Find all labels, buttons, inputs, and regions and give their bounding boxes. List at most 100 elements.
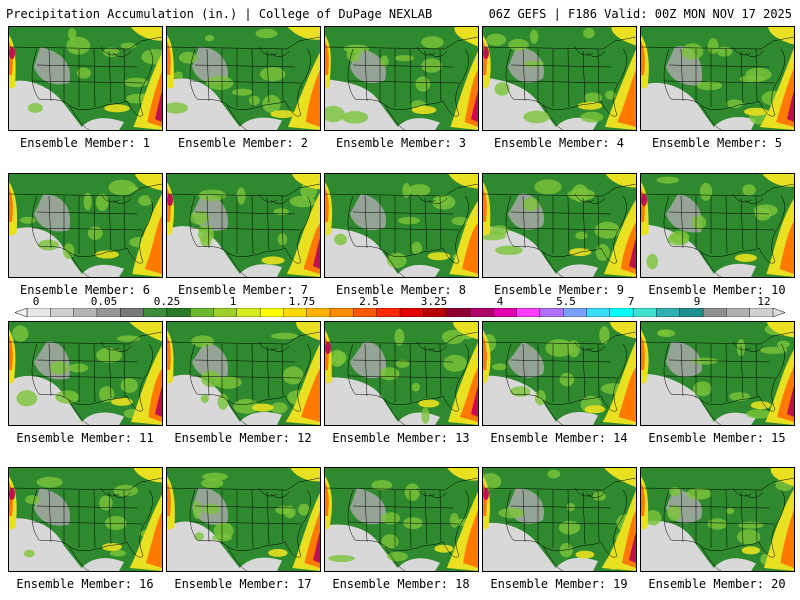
precipitation-map bbox=[325, 468, 478, 571]
legend-color-bar bbox=[15, 308, 785, 317]
ensemble-member-label: Ensemble Member: 11 bbox=[16, 431, 154, 445]
legend-tick-label: 9 bbox=[693, 295, 701, 308]
precipitation-map bbox=[9, 322, 162, 425]
legend-color-swatch bbox=[166, 308, 191, 317]
legend-color-swatch bbox=[423, 308, 448, 317]
precipitation-map bbox=[641, 322, 794, 425]
ensemble-member-map bbox=[640, 321, 795, 426]
legend-color-swatch bbox=[213, 308, 238, 317]
legend-color-swatch bbox=[749, 308, 774, 317]
legend-tick-label: 0 bbox=[32, 295, 40, 308]
legend-tick-label: 0.25 bbox=[153, 295, 181, 308]
ensemble-member-label: Ensemble Member: 5 bbox=[651, 136, 783, 150]
legend-color-swatch bbox=[259, 308, 284, 317]
legend-color-swatch bbox=[73, 308, 98, 317]
ensemble-member-label: Ensemble Member: 2 bbox=[177, 136, 309, 150]
legend-max-arrow bbox=[772, 308, 785, 317]
precipitation-map bbox=[325, 27, 478, 130]
ensemble-member-label: Ensemble Member: 12 bbox=[174, 431, 312, 445]
ensemble-member-map bbox=[324, 173, 479, 278]
legend-min-arrow bbox=[15, 308, 28, 317]
ensemble-member-map bbox=[482, 26, 637, 131]
legend-color-swatch bbox=[562, 308, 588, 317]
legend-color-swatch bbox=[329, 308, 354, 317]
ensemble-member-label: Ensemble Member: 3 bbox=[335, 136, 467, 150]
legend-color-swatch bbox=[353, 308, 378, 317]
ensemble-member-label: Ensemble Member: 1 bbox=[19, 136, 151, 150]
ensemble-member-map bbox=[166, 173, 321, 278]
precipitation-map bbox=[483, 174, 636, 277]
legend-color-swatch bbox=[376, 308, 401, 317]
legend-tick-label: 7 bbox=[627, 295, 635, 308]
ensemble-member-label: Ensemble Member: 20 bbox=[648, 577, 786, 591]
ensemble-member-map bbox=[8, 26, 163, 131]
legend-tick-label: 5.5 bbox=[556, 295, 576, 308]
legend-color-swatch bbox=[609, 308, 634, 317]
legend-color-swatch bbox=[189, 308, 215, 317]
legend-color-swatch bbox=[399, 308, 424, 317]
ensemble-member-label: Ensemble Member: 7 bbox=[177, 283, 309, 297]
precipitation-map bbox=[167, 27, 320, 130]
precipitation-map bbox=[167, 468, 320, 571]
legend-tick-label: 4 bbox=[496, 295, 504, 308]
legend-color-swatch bbox=[493, 308, 518, 317]
ensemble-member-label: Ensemble Member: 19 bbox=[490, 577, 628, 591]
legend-color-swatch bbox=[726, 308, 751, 317]
ensemble-member-map bbox=[324, 321, 479, 426]
ensemble-member-map bbox=[166, 321, 321, 426]
legend-color-swatch bbox=[120, 308, 145, 317]
precipitation-map bbox=[9, 468, 162, 571]
ensemble-member-map bbox=[640, 467, 795, 572]
ensemble-member-label: Ensemble Member: 18 bbox=[332, 577, 470, 591]
legend-color-swatch bbox=[306, 308, 331, 317]
precipitation-map bbox=[9, 27, 162, 130]
ensemble-member-map bbox=[324, 467, 479, 572]
ensemble-member-label: Ensemble Member: 15 bbox=[648, 431, 786, 445]
ensemble-member-map bbox=[482, 467, 637, 572]
legend-color-swatch bbox=[679, 308, 704, 317]
ensemble-member-map bbox=[8, 467, 163, 572]
precipitation-map bbox=[483, 468, 636, 571]
legend-color-swatch bbox=[516, 308, 541, 317]
ensemble-member-map bbox=[166, 467, 321, 572]
ensemble-member-label: Ensemble Member: 17 bbox=[174, 577, 312, 591]
ensemble-member-label: Ensemble Member: 4 bbox=[493, 136, 625, 150]
ensemble-member-map bbox=[640, 26, 795, 131]
ensemble-member-map bbox=[640, 173, 795, 278]
legend-tick-label: 2.5 bbox=[359, 295, 379, 308]
precipitation-map bbox=[325, 174, 478, 277]
ensemble-member-label: Ensemble Member: 9 bbox=[493, 283, 625, 297]
legend-tick-label: 3.25 bbox=[420, 295, 448, 308]
precipitation-map bbox=[641, 468, 794, 571]
ensemble-member-map bbox=[482, 173, 637, 278]
legend-color-swatch bbox=[656, 308, 681, 317]
legend-color-swatch bbox=[702, 308, 727, 317]
ensemble-member-map bbox=[324, 26, 479, 131]
legend-color-swatch bbox=[96, 308, 121, 317]
precipitation-map bbox=[9, 174, 162, 277]
ensemble-member-label: Ensemble Member: 14 bbox=[490, 431, 628, 445]
ensemble-member-label: Ensemble Member: 6 bbox=[19, 283, 151, 297]
legend-color-swatch bbox=[446, 308, 471, 317]
ensemble-member-label: Ensemble Member: 10 bbox=[648, 283, 786, 297]
ensemble-member-label: Ensemble Member: 8 bbox=[335, 283, 467, 297]
legend-color-swatch bbox=[143, 308, 168, 317]
legend-color-swatch bbox=[26, 308, 51, 317]
precipitation-map bbox=[483, 27, 636, 130]
ensemble-member-map bbox=[8, 173, 163, 278]
legend-color-swatch bbox=[236, 308, 261, 317]
precipitation-map bbox=[167, 174, 320, 277]
ensemble-member-label: Ensemble Member: 16 bbox=[16, 577, 154, 591]
legend-color-swatch bbox=[586, 308, 611, 317]
legend-tick-label: 12 bbox=[757, 295, 771, 308]
legend-color-swatch bbox=[283, 308, 308, 317]
legend-tick-label: 0.05 bbox=[90, 295, 118, 308]
legend-color-swatch bbox=[632, 308, 657, 317]
precipitation-map bbox=[641, 174, 794, 277]
legend-color-swatch bbox=[50, 308, 75, 317]
header-title: Precipitation Accumulation (in.) | Colle… bbox=[6, 7, 433, 21]
legend-tick-label: 1 bbox=[229, 295, 237, 308]
header-run-info: 06Z GEFS | F186 Valid: 00Z MON NOV 17 20… bbox=[488, 7, 792, 21]
precipitation-map bbox=[325, 322, 478, 425]
precipitation-map bbox=[167, 322, 320, 425]
